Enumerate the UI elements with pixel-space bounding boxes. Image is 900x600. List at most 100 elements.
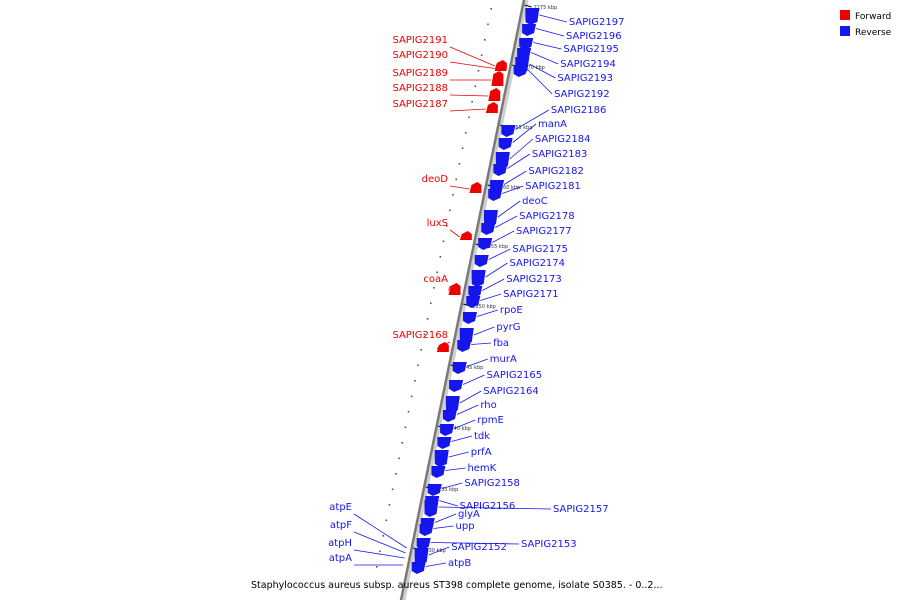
forward-gene-luxs: luxS — [427, 218, 472, 240]
forward-gene-label: SAPIG2188 — [392, 83, 448, 94]
reverse-gene-rpoe: rpoE — [463, 305, 523, 324]
background-ruler — [375, 8, 492, 568]
reverse-gene-atpb: atpB — [411, 558, 471, 574]
forward-gene-label: SAPIG2187 — [392, 99, 448, 110]
reverse-gene-label: SAPIG2158 — [464, 478, 520, 489]
ruler-dot — [458, 163, 461, 165]
reverse-arrow — [513, 65, 528, 77]
forward-gene-label: SAPIG2190 — [392, 50, 448, 61]
ruler-dot — [391, 488, 394, 491]
legend-forward-label: Forward — [855, 12, 891, 22]
ruler-dot — [449, 209, 451, 212]
reverse-gene-label: SAPIG2192 — [554, 89, 610, 100]
reverse-leader — [515, 109, 550, 130]
reverse-arrow — [471, 270, 486, 287]
reverse-gene-label: SAPIG2173 — [506, 274, 562, 285]
forward-gene-sapig2188: SAPIG2188 — [392, 83, 501, 101]
ruler-dot — [471, 101, 473, 103]
ruler-dot — [379, 550, 381, 553]
reverse-leader — [430, 542, 520, 545]
reverse-leader — [448, 451, 469, 458]
reverse-gene-sapig2177: SAPIG2177 — [478, 226, 572, 250]
reverse-gene-label: manA — [538, 119, 567, 130]
reverse-gene-mura: murA — [452, 354, 517, 374]
forward-leader — [449, 229, 461, 238]
forward-gene-label: luxS — [427, 218, 448, 229]
ruler-dot — [404, 426, 407, 429]
reverse-features: SAPIG2197 SAPIG2196 SAPIG2195 SAPIG2194 SAPI… — [411, 8, 624, 574]
forward-gene-label: atpF — [330, 520, 352, 531]
reverse-gene-sapig2164: SAPIG2164 — [445, 386, 539, 413]
tick-label: 2255 kbp — [485, 244, 509, 250]
reverse-arrow — [411, 562, 426, 574]
forward-arrow — [494, 63, 507, 71]
ruler-dot — [388, 504, 391, 506]
reverse-leader — [466, 358, 488, 367]
reverse-gene-label: deoC — [522, 196, 548, 207]
reverse-gene-label: SAPIG2177 — [516, 226, 572, 237]
forward-gene-label: SAPIG2191 — [392, 35, 448, 46]
forward-leader — [449, 94, 489, 97]
reverse-leader — [485, 262, 508, 278]
reverse-gene-label: rpoE — [500, 305, 523, 316]
ruler-dot — [477, 70, 480, 72]
tick-label: 2250 kbp — [472, 304, 496, 310]
reverse-leader — [503, 170, 527, 185]
reverse-arrow — [424, 500, 439, 517]
reverse-gene-sapig2171: SAPIG2171 — [466, 289, 559, 308]
forward-leader — [436, 341, 451, 349]
reverse-arrow — [457, 340, 472, 352]
reverse-leader — [438, 506, 552, 510]
reverse-leader — [471, 342, 492, 345]
backbone-shadow — [400, 0, 529, 600]
forward-leader — [449, 108, 486, 112]
reverse-arrow — [440, 424, 455, 436]
reverse-gene-upp: upp — [419, 521, 475, 536]
reverse-leader — [531, 52, 559, 65]
forward-leader — [449, 61, 495, 69]
reverse-gene-label: prfA — [471, 447, 492, 458]
tick-label: 2260 kbp — [497, 185, 521, 191]
reverse-arrow — [478, 238, 493, 250]
reverse-gene-label: glyA — [458, 509, 480, 520]
forward-leader — [353, 549, 405, 559]
forward-gene-label: SAPIG2189 — [392, 68, 448, 79]
forward-gene-sapig2187: SAPIG2187 — [392, 99, 498, 113]
ruler-dot — [468, 116, 470, 119]
ruler-dot — [464, 132, 467, 134]
reverse-gene-sapig2196: SAPIG2196 — [522, 24, 622, 42]
reverse-leader — [425, 562, 447, 567]
tick-mark — [524, 4, 532, 8]
reverse-gene-sapig2153: SAPIG2153 — [416, 538, 577, 550]
reverse-gene-label: SAPIG2182 — [528, 166, 584, 177]
tick-label: 2235 kbp — [435, 487, 459, 493]
reverse-gene-tdk: tdk — [437, 431, 490, 449]
reverse-gene-label: rho — [480, 400, 496, 411]
ruler-dot — [410, 395, 413, 398]
ruler-dot — [442, 240, 445, 243]
reverse-gene-sapig2178: SAPIG2178 — [481, 211, 575, 235]
reverse-arrow — [416, 538, 431, 550]
forward-leader — [449, 46, 496, 67]
reverse-gene-label: SAPIG2164 — [483, 386, 539, 397]
reverse-gene-sapig2181: SAPIG2181 — [488, 181, 581, 201]
reverse-gene-mana: manA — [498, 119, 567, 150]
forward-gene-sapig2168: SAPIG2168 — [392, 330, 451, 352]
reverse-gene-sapig2173: SAPIG2173 — [468, 274, 562, 298]
reverse-leader — [507, 153, 531, 169]
reverse-gene-label: SAPIG2184 — [535, 134, 591, 145]
genome-backbone — [399, 0, 529, 600]
forward-gene-label: atpH — [328, 538, 352, 549]
reverse-leader — [441, 482, 463, 489]
forward-features: SAPIG2191 SAPIG2190 SAPIG2189 SAPIG2188 SAPI… — [328, 35, 507, 566]
ruler-dot — [439, 256, 442, 258]
reverse-leader — [428, 546, 450, 556]
ruler-dot — [426, 318, 429, 320]
reverse-gene-fba: fba — [457, 338, 509, 352]
ruler-dot — [395, 473, 397, 475]
reverse-gene-label: SAPIG2153 — [521, 539, 577, 550]
reverse-arrow — [419, 524, 434, 536]
tick-label: 2245 kbp — [460, 365, 484, 371]
reverse-leader — [509, 138, 534, 160]
